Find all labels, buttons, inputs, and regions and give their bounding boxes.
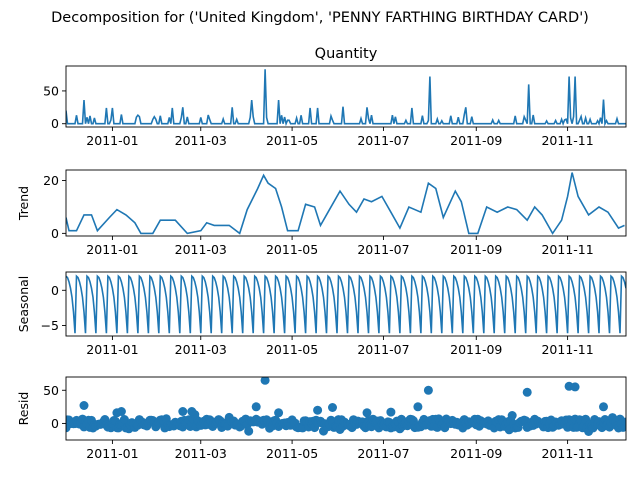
x-tick-label: 2011-07 [357,342,409,357]
y-axis-label: Seasonal [16,276,31,333]
x-tick-label: 2011-11 [541,133,593,148]
x-tick-label: 2011-05 [266,342,318,357]
axes-frame [65,376,627,441]
x-tick-label: 2011-05 [266,133,318,148]
resid-outlier-point [260,377,270,385]
resid-outlier-point [251,402,261,412]
axes-frame [65,169,627,237]
resid-outlier-point [413,402,423,412]
x-tick-label: 2011-03 [175,342,227,357]
x-tick-label: 2011-03 [175,133,227,148]
resid-point [621,417,626,427]
resid-outlier-point [116,407,126,416]
y-tick-label: 0 [51,416,59,431]
x-tick-label: 2011-03 [175,446,227,461]
y-axis-label: Trend [16,186,31,221]
resid-point [244,426,254,436]
x-tick-label: 2011-01 [86,242,138,257]
resid-outlier-point [386,407,396,417]
resid-point [119,415,129,424]
x-tick-label: 2011-11 [541,342,593,357]
seasonal-series-line [66,274,626,334]
trend-series-line [66,172,625,235]
x-tick-label: 2011-11 [541,242,593,257]
resid-outlier-point [570,382,580,392]
resid-outlier-point [274,408,284,418]
quantity-series-line [66,69,626,127]
y-tick-label: 0 [51,226,59,241]
y-tick-label: 50 [43,383,59,398]
x-tick-label: 2011-05 [266,242,318,257]
resid-outlier-point [599,402,608,412]
plot-area [66,69,626,127]
resid-outlier-point [423,385,433,395]
panel-4: 0 50 2011-01 2011-03 2011-05 2011-07 2011-09 20… [16,376,627,461]
x-tick-label: 2011-01 [86,446,138,461]
resid-outlier-point [79,401,89,410]
x-tick-label: 2011-05 [266,446,318,461]
panel-title: Quantity [315,46,378,62]
panel-1: 0 50 2011-01 2011-03 2011-05 2011-07 2011-09 20… [43,46,627,148]
y-axis-label: Resid [16,392,31,426]
y-tick-label: 0 [51,283,59,298]
x-tick-label: 2011-09 [450,446,502,461]
panels: 0 50 2011-01 2011-03 2011-05 2011-07 2011-09 20… [16,46,627,461]
resid-outlier-point [328,403,337,412]
figure-suptitle: Decomposition for ('United Kingdom', 'PE… [51,10,589,26]
resid-outlier-point [362,408,372,418]
x-tick-label: 2011-11 [541,446,593,461]
panel-2: 0 20 2011-01 2011-03 2011-05 2011-07 2011-09 20… [16,169,627,257]
x-tick-label: 2011-03 [175,242,227,257]
x-tick-label: 2011-07 [357,446,409,461]
y-tick-label: 0 [51,116,59,131]
plot-area [66,274,626,334]
x-tick-label: 2011-01 [86,342,138,357]
y-tick-label: 20 [43,173,59,188]
resid-point [507,411,517,420]
y-tick-label: −5 [41,318,59,333]
resid-outlier-point [178,407,188,416]
x-tick-label: 2011-07 [357,242,409,257]
x-tick-label: 2011-01 [86,133,138,148]
axes-frame [65,65,627,128]
axes-frame [65,271,627,337]
x-tick-label: 2011-09 [450,133,502,148]
resid-outlier-point [522,387,532,397]
plot-area [66,172,625,235]
x-tick-label: 2011-07 [357,133,409,148]
y-tick-label: 50 [43,83,59,98]
x-tick-label: 2011-09 [450,342,502,357]
panel-3: −5 0 2011-01 2011-03 2011-05 2011-07 2011-09 20… [16,271,627,357]
resid-outlier-point [187,407,197,416]
x-tick-label: 2011-09 [450,242,502,257]
resid-outlier-point [313,405,323,415]
plot-area [66,377,626,436]
